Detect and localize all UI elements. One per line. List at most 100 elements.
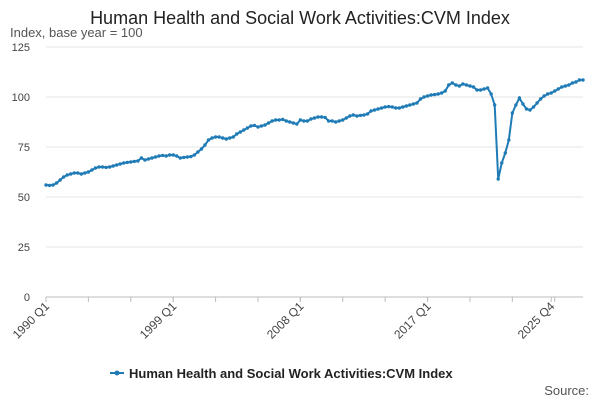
y-tick-label: 100 bbox=[12, 92, 30, 104]
data-point bbox=[266, 121, 271, 125]
data-point bbox=[485, 86, 490, 90]
data-point bbox=[560, 85, 564, 89]
data-point bbox=[136, 159, 140, 163]
legend: Human Health and Social Work Activities:… bbox=[110, 366, 453, 381]
data-point bbox=[390, 105, 394, 109]
data-point bbox=[86, 170, 91, 174]
data-point bbox=[210, 136, 214, 140]
data-point bbox=[213, 135, 218, 139]
data-point bbox=[415, 101, 419, 105]
data-point bbox=[284, 119, 288, 123]
data-point bbox=[542, 94, 546, 98]
data-point bbox=[411, 102, 416, 106]
data-point bbox=[538, 97, 543, 101]
data-point bbox=[69, 172, 73, 176]
data-point bbox=[47, 183, 52, 188]
y-tick-label: 50 bbox=[18, 192, 30, 204]
data-point bbox=[386, 104, 391, 109]
x-tick-label: 1999 Q1 bbox=[137, 299, 180, 342]
data-point bbox=[107, 165, 112, 169]
series-line bbox=[45, 79, 583, 187]
data-point bbox=[394, 106, 398, 110]
data-point bbox=[372, 108, 377, 112]
data-point bbox=[404, 104, 409, 108]
data-point bbox=[252, 123, 257, 128]
data-point bbox=[492, 103, 497, 107]
data-point bbox=[125, 160, 129, 165]
data-point bbox=[295, 122, 299, 126]
data-point bbox=[319, 115, 324, 119]
data-point bbox=[348, 114, 352, 118]
data-point bbox=[408, 103, 412, 107]
data-point bbox=[334, 120, 338, 124]
data-point bbox=[337, 119, 341, 123]
x-tick-label: 2025 Q4 bbox=[515, 299, 558, 342]
data-point bbox=[270, 119, 274, 123]
data-point bbox=[185, 155, 190, 159]
data-point bbox=[171, 153, 175, 157]
data-point bbox=[567, 83, 571, 87]
data-point bbox=[379, 106, 384, 110]
data-point bbox=[553, 89, 557, 93]
data-point bbox=[305, 119, 310, 123]
data-point bbox=[549, 91, 553, 95]
data-point bbox=[79, 172, 84, 176]
data-point bbox=[436, 92, 440, 96]
data-point bbox=[242, 128, 246, 132]
data-point bbox=[309, 117, 313, 121]
data-point bbox=[351, 113, 356, 117]
data-point bbox=[464, 83, 469, 87]
data-point bbox=[362, 113, 366, 117]
y-tick-label: 25 bbox=[18, 242, 30, 254]
data-point bbox=[344, 116, 348, 120]
data-point bbox=[139, 156, 144, 160]
data-point bbox=[302, 119, 306, 123]
data-point bbox=[238, 130, 243, 134]
data-point bbox=[450, 81, 454, 85]
data-point bbox=[114, 163, 119, 167]
data-point bbox=[118, 162, 122, 166]
data-point bbox=[316, 115, 320, 119]
data-point bbox=[90, 168, 94, 172]
data-point bbox=[535, 101, 539, 105]
data-point bbox=[224, 137, 228, 141]
data-point bbox=[521, 102, 525, 106]
data-point bbox=[143, 158, 147, 162]
data-point bbox=[178, 156, 182, 160]
data-point bbox=[256, 125, 260, 129]
data-point bbox=[471, 85, 476, 89]
data-point bbox=[104, 165, 108, 170]
data-point bbox=[83, 171, 87, 175]
data-point bbox=[478, 88, 483, 92]
source-label: Source: bbox=[544, 383, 589, 398]
data-point bbox=[330, 119, 334, 123]
data-point bbox=[577, 78, 582, 82]
chart-title: Human Health and Social Work Activities:… bbox=[90, 8, 510, 28]
data-point bbox=[369, 109, 373, 113]
data-point bbox=[192, 153, 197, 157]
legend-swatch-marker bbox=[114, 370, 120, 376]
data-point bbox=[401, 105, 405, 109]
data-point bbox=[203, 143, 207, 147]
data-point bbox=[277, 118, 281, 122]
series-points bbox=[44, 78, 585, 188]
data-point bbox=[570, 81, 575, 85]
data-point bbox=[365, 112, 370, 116]
y-tick-label: 125 bbox=[12, 42, 30, 54]
data-point bbox=[61, 175, 66, 179]
data-point bbox=[468, 84, 472, 88]
data-point bbox=[146, 157, 151, 161]
data-point bbox=[326, 119, 331, 123]
data-point bbox=[220, 136, 225, 140]
data-point bbox=[531, 105, 536, 109]
data-point bbox=[263, 123, 267, 127]
data-point bbox=[228, 136, 232, 140]
data-point bbox=[574, 80, 578, 84]
data-point bbox=[65, 173, 69, 177]
data-point bbox=[482, 87, 486, 91]
data-point bbox=[217, 135, 221, 139]
y-tick-labels: 0 25 50 75 100 125 bbox=[12, 42, 30, 304]
data-point bbox=[281, 117, 285, 122]
data-point bbox=[376, 107, 380, 111]
